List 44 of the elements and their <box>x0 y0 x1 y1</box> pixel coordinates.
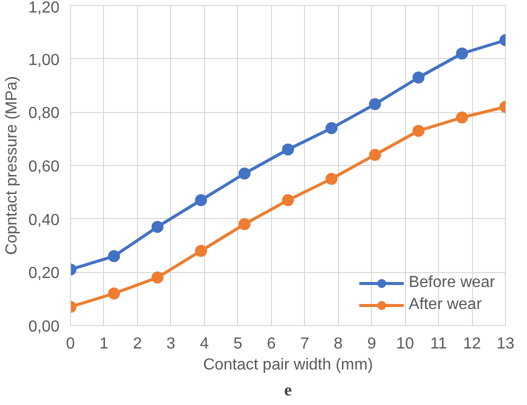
point <box>152 272 164 284</box>
x-tick-label: 13 <box>496 336 514 352</box>
x-tick-label: 10 <box>396 336 414 352</box>
x-tick-label: 4 <box>200 336 209 352</box>
x-tick-label: 1 <box>100 336 109 352</box>
legend-label: Before wear <box>408 274 495 292</box>
x-axis-title: Contact pair width (mm) <box>203 356 373 374</box>
point <box>282 194 294 206</box>
x-tick-label: 11 <box>430 336 447 352</box>
point <box>152 220 164 233</box>
point <box>195 244 207 257</box>
x-tick-label: 5 <box>233 336 242 352</box>
y-tick-label: 0,00 <box>28 318 60 336</box>
point <box>412 124 424 137</box>
text: e <box>284 380 292 400</box>
point <box>195 194 207 206</box>
y-tick-label: 0,60 <box>28 158 60 176</box>
x-tick-label: 2 <box>132 336 142 352</box>
x-tick-label: 8 <box>334 336 343 352</box>
x-tick-label: 12 <box>463 336 482 352</box>
point <box>369 148 381 161</box>
y-tick-label: 1,20 <box>28 0 60 16</box>
point <box>238 218 250 230</box>
point <box>282 144 294 156</box>
y-tick-label: 0,80 <box>28 105 60 122</box>
y-tick-label: 1,00 <box>28 52 60 69</box>
x-tick-label: 3 <box>166 336 176 352</box>
x-tick-label: 0 <box>66 336 76 352</box>
point <box>412 72 424 84</box>
x-tick-label: 9 <box>367 336 376 352</box>
point <box>238 168 250 180</box>
y-tick-label: 0,20 <box>28 265 60 282</box>
point <box>326 122 338 134</box>
point <box>369 98 381 110</box>
x-tick-label: 6 <box>266 336 276 352</box>
point <box>456 48 468 60</box>
point <box>108 250 120 262</box>
point <box>326 172 338 185</box>
x-tick-label: 7 <box>300 336 310 352</box>
point <box>108 288 120 300</box>
legend-label: After wear <box>408 296 482 314</box>
point <box>456 112 468 124</box>
y-axis-title: Copntact pressure (MPa) <box>3 76 20 255</box>
y-tick-label: 0,40 <box>28 212 60 229</box>
